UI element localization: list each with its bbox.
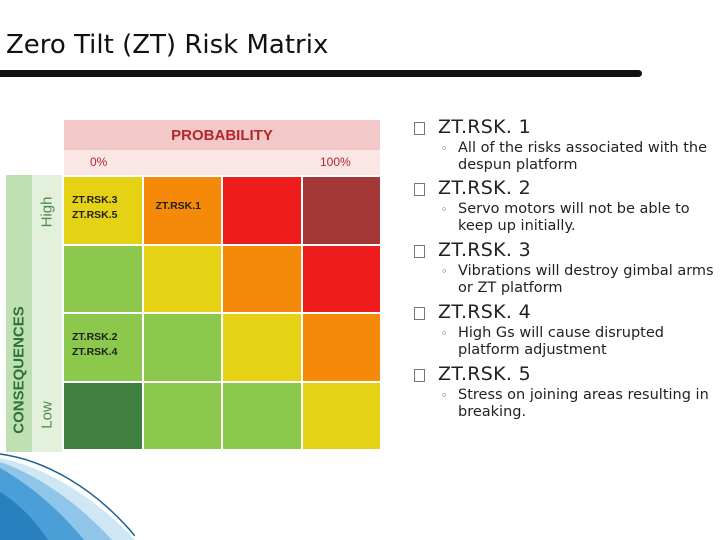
checkbox-bullet-icon xyxy=(414,122,425,135)
risk-description: High Gs will cause disrupted platform ad… xyxy=(458,325,664,358)
risk-id: ZT.RSK. 4 xyxy=(438,301,531,323)
matrix-cell xyxy=(64,382,142,449)
risk-description: All of the risks associated with the des… xyxy=(458,140,708,173)
slide-title: Zero Tilt (ZT) Risk Matrix xyxy=(6,30,329,60)
checkbox-bullet-icon xyxy=(414,183,425,196)
consequences-band: CONSEQUENCES xyxy=(6,175,32,452)
checkbox-bullet-icon xyxy=(414,307,425,320)
probability-header: PROBABILITY xyxy=(64,120,380,150)
probability-scale: 0% 100% xyxy=(64,150,380,175)
matrix-cell: ZT.RSK.2 ZT.RSK.4 xyxy=(64,314,142,381)
risk-id: ZT.RSK. 1 xyxy=(438,116,531,138)
blue-wave-decoration-icon xyxy=(0,453,135,540)
risk-description-row: ◦ High Gs will cause disrupted platform a… xyxy=(441,325,720,359)
matrix-cell xyxy=(302,314,380,381)
matrix-cell-risks: ZT.RSK.2 ZT.RSK.4 xyxy=(72,330,118,360)
ring-bullet-icon: ◦ xyxy=(441,203,448,216)
matrix-cell xyxy=(223,177,301,244)
matrix-cell-risks: ZT.RSK.3 ZT.RSK.5 xyxy=(72,193,118,223)
consequence-level-band: High Low xyxy=(32,175,62,452)
matrix-cell: ZT.RSK.1 xyxy=(143,177,221,244)
risk-description-row: ◦ Stress on joining areas resulting in br… xyxy=(441,387,720,421)
matrix-cell xyxy=(64,245,142,312)
risk-id: ZT.RSK. 5 xyxy=(438,363,531,385)
risk-description: Vibrations will destroy gimbal arms or Z… xyxy=(458,263,714,296)
ring-bullet-icon: ◦ xyxy=(441,389,448,402)
checkbox-bullet-icon xyxy=(414,245,425,258)
title-underline xyxy=(0,70,642,77)
risk-id: ZT.RSK. 3 xyxy=(438,239,531,261)
risk-description: Stress on joining areas resulting in bre… xyxy=(458,387,709,420)
matrix-cell xyxy=(302,382,380,449)
matrix-cell xyxy=(143,382,221,449)
probability-low-label: 0% xyxy=(90,155,108,169)
consequence-low-label: Low xyxy=(38,401,56,429)
risk-tag: ZT.RSK.3 xyxy=(72,194,118,206)
risk-tag: ZT.RSK.2 xyxy=(72,331,118,343)
matrix-cell xyxy=(143,245,221,312)
matrix-grid: ZT.RSK.3 ZT.RSK.5 ZT.RSK.1 ZT.RSK.2 ZT.RSK.4 xyxy=(64,177,380,449)
risk-id: ZT.RSK. 2 xyxy=(438,177,531,199)
risk-tag: ZT.RSK.1 xyxy=(155,200,202,212)
matrix-cell xyxy=(302,177,380,244)
risk-description-row: ◦ Servo motors will not be able to keep u… xyxy=(441,201,720,235)
matrix-cell-risks: ZT.RSK.1 xyxy=(156,199,202,214)
risk-description: Servo motors will not be able to keep up… xyxy=(458,201,690,234)
ring-bullet-icon: ◦ xyxy=(441,142,448,155)
consequence-high-label: High xyxy=(38,196,56,228)
probability-high-label: 100% xyxy=(320,155,351,169)
matrix-cell xyxy=(223,245,301,312)
consequences-label: CONSEQUENCES xyxy=(10,306,28,434)
matrix-cell xyxy=(302,245,380,312)
risk-tag: ZT.RSK.4 xyxy=(72,346,118,358)
risk-matrix: PROBABILITY 0% 100% CONSEQUENCES High Lo… xyxy=(6,118,380,452)
checkbox-bullet-icon xyxy=(414,369,425,382)
risk-description-row: ◦ All of the risks associated with the de… xyxy=(441,140,720,174)
ring-bullet-icon: ◦ xyxy=(441,327,448,340)
matrix-cell xyxy=(143,314,221,381)
risk-description-row: ◦ Vibrations will destroy gimbal arms or … xyxy=(441,263,720,297)
risk-tag: ZT.RSK.5 xyxy=(72,209,118,221)
matrix-cell xyxy=(223,314,301,381)
ring-bullet-icon: ◦ xyxy=(441,265,448,278)
matrix-cell xyxy=(223,382,301,449)
matrix-cell: ZT.RSK.3 ZT.RSK.5 xyxy=(64,177,142,244)
